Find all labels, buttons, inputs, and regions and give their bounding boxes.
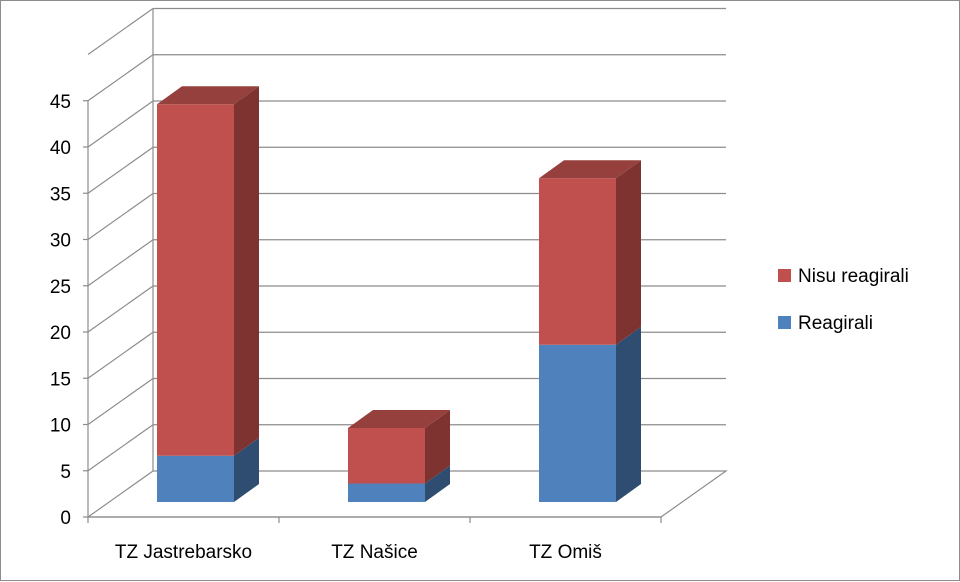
bar-side (234, 437, 259, 502)
legend-swatch-nisu-reagirali (778, 269, 791, 282)
gridline-left-wall (87, 146, 154, 194)
gridline-left-wall (87, 285, 154, 333)
bar-segment-reagirali-tz-jastrebarsko (157, 437, 259, 502)
bar-front (157, 104, 234, 456)
legend-label-nisu-reagirali: Nisu reagirali (798, 266, 909, 287)
x-axis-labels: TZ Jastrebarsko TZ Našice TZ Omiš (115, 542, 602, 563)
legend-swatch-reagirali (778, 316, 791, 329)
bar-side (616, 160, 641, 345)
gridline-left-wall (87, 331, 154, 379)
legend-label-reagirali: Reagirali (798, 313, 873, 334)
y-axis-ticks: 0 5 10 15 20 25 30 35 40 45 (50, 92, 88, 529)
bar-front (348, 428, 425, 484)
y-tick-label: 10 (50, 416, 71, 437)
x-category-label: TZ Jastrebarsko (115, 542, 252, 563)
y-tick-label: 30 (50, 231, 71, 252)
bar-side (425, 465, 450, 502)
gridline-left-wall (87, 8, 154, 55)
y-tick-label: 5 (60, 462, 71, 483)
bar-front (539, 178, 616, 345)
x-category-label: TZ Našice (331, 542, 418, 563)
y-tick-label: 20 (50, 323, 71, 344)
bar-top (157, 86, 259, 105)
bar-segment-nisu-reagirali-tz-nasice (348, 410, 450, 484)
bars (157, 86, 641, 502)
x-category-label: TZ Omiš (529, 542, 602, 563)
gridline-left-wall (87, 378, 154, 425)
y-tick-label: 35 (50, 184, 71, 205)
bar-segment-reagirali-tz-omis (539, 326, 641, 502)
y-tick-label: 45 (50, 92, 71, 113)
bar-segment-reagirali-tz-nasice (348, 465, 450, 502)
gridline-left-wall (87, 193, 154, 240)
y-tick-label: 25 (50, 277, 71, 298)
bar-side (234, 86, 259, 456)
bar-top (539, 160, 641, 179)
y-tick-label: 40 (50, 138, 71, 159)
bar-segment-nisu-reagirali-tz-omis (539, 160, 641, 345)
bar-top (348, 410, 450, 428)
gridline-left-wall (87, 54, 154, 102)
bar-front (539, 344, 616, 502)
bar-front (348, 483, 425, 502)
bar-side (616, 326, 641, 502)
bar-segment-nisu-reagirali-tz-jastrebarsko (157, 86, 259, 456)
gridline-left-wall (87, 239, 154, 287)
legend: Nisu reagirali Reagirali (778, 266, 909, 334)
y-tick-label: 0 (60, 508, 71, 529)
gridline-left-wall (87, 100, 154, 148)
y-tick-label: 15 (50, 369, 71, 390)
gridline-left-wall (87, 424, 154, 472)
axes (87, 8, 662, 523)
bar-side (425, 410, 450, 484)
bar-front (157, 455, 234, 502)
